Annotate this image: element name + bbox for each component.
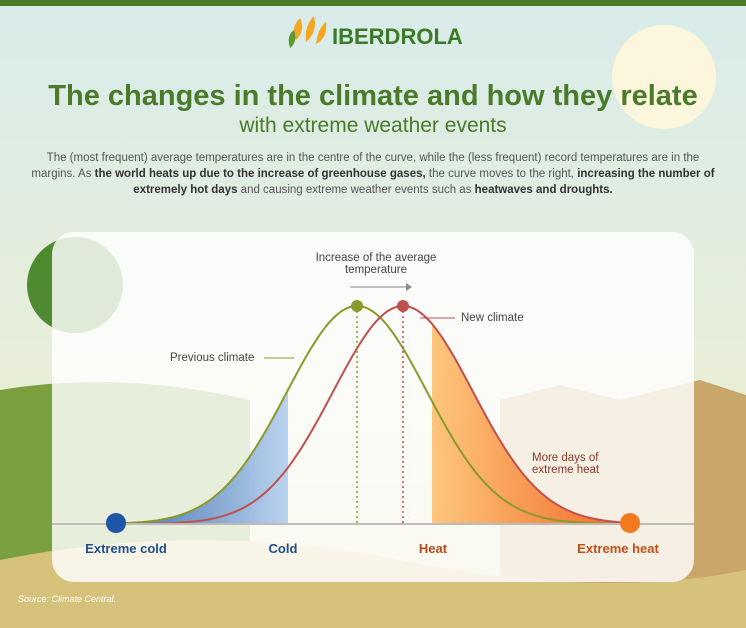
text-run: the curve moves to the right,	[425, 168, 578, 180]
text-run: increasing the number of extremely hot d…	[133, 168, 715, 196]
title: The changes in the climate and how they …	[48, 80, 698, 112]
axis-label: Extreme heat	[577, 541, 659, 556]
text-run: heatwaves and droughts.	[474, 184, 613, 196]
curve-shape	[115, 305, 631, 525]
logo: IBERDROLA	[332, 24, 463, 49]
source: Source: Climate Central.	[18, 594, 117, 604]
text-run: and causing extreme weather events such …	[237, 184, 475, 196]
label: Increase of the average temperature	[315, 252, 437, 276]
description: The (most frequent) average temperatures…	[30, 150, 716, 198]
axis-label: Extreme cold	[85, 541, 167, 556]
curve-shape	[116, 389, 288, 524]
label: Previous climate	[170, 352, 255, 364]
subtitle: with extreme weather events	[239, 114, 507, 137]
text-run: The (most frequent) average temperatures…	[31, 152, 700, 180]
label: New climate	[461, 312, 524, 324]
label: More days of extreme heat	[532, 452, 600, 476]
curve-shape	[116, 305, 630, 525]
text-run: the world heats up due to the increase o…	[94, 168, 426, 180]
axis-label: Cold	[268, 541, 298, 556]
axis-label: Heat	[418, 541, 448, 556]
curve-shape	[432, 323, 630, 524]
